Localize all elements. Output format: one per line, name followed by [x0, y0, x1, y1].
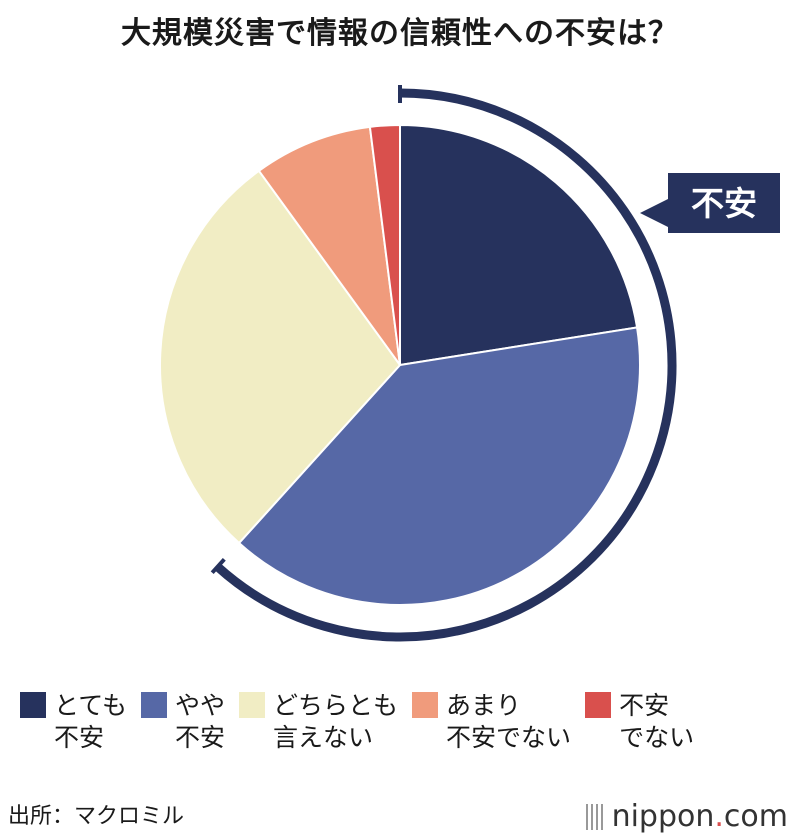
annotation-callout-label: 不安	[691, 184, 757, 223]
annotation-callout-pointer	[640, 198, 670, 228]
legend-label: あまり 不安でない	[446, 691, 572, 752]
legend-swatch	[412, 692, 439, 718]
legend-label: とても 不安	[54, 691, 128, 752]
pie-slice	[399, 123, 639, 367]
annotation-bracket-cap-bottom	[210, 557, 226, 575]
legend-label: やや 不安	[175, 691, 226, 752]
chart-title: 大規模災害で情報の信頼性への不安は？	[121, 16, 679, 51]
legend-item: どちらとも 言えない	[239, 690, 398, 754]
legend-item: あまり 不安でない	[412, 690, 571, 754]
pie-slice	[237, 326, 641, 606]
nippon-logo: nippon. com	[585, 799, 788, 834]
logo-bars-icon	[585, 803, 606, 830]
source-note: 出所：マクロミル	[8, 804, 185, 829]
pie-slice	[257, 125, 401, 366]
legend-item: やや 不安	[141, 690, 225, 754]
pie-chart: 不安	[159, 85, 780, 642]
pie-slice	[159, 169, 402, 545]
legend-label: どちらとも 言えない	[273, 691, 399, 752]
pie-slice	[368, 123, 401, 366]
legend-swatch	[141, 692, 168, 718]
legend-swatch	[239, 692, 266, 718]
legend-item: とても 不安	[20, 690, 127, 754]
pie-slices	[159, 123, 641, 606]
annotation-callout-box	[668, 173, 780, 233]
logo-name: nippon	[611, 799, 715, 834]
logo-tld: com	[723, 799, 788, 834]
legend-item: 不安 でない	[585, 690, 694, 754]
legend-label: 不安 でない	[619, 691, 695, 752]
logo-dot: .	[714, 799, 724, 834]
legend-swatch	[20, 692, 46, 718]
legend-swatch	[585, 692, 612, 718]
legend: とても 不安 やや 不安 どちらとも 言えない あまり 不安でない 不安 でない	[20, 690, 790, 754]
annotation-bracket	[214, 88, 677, 642]
